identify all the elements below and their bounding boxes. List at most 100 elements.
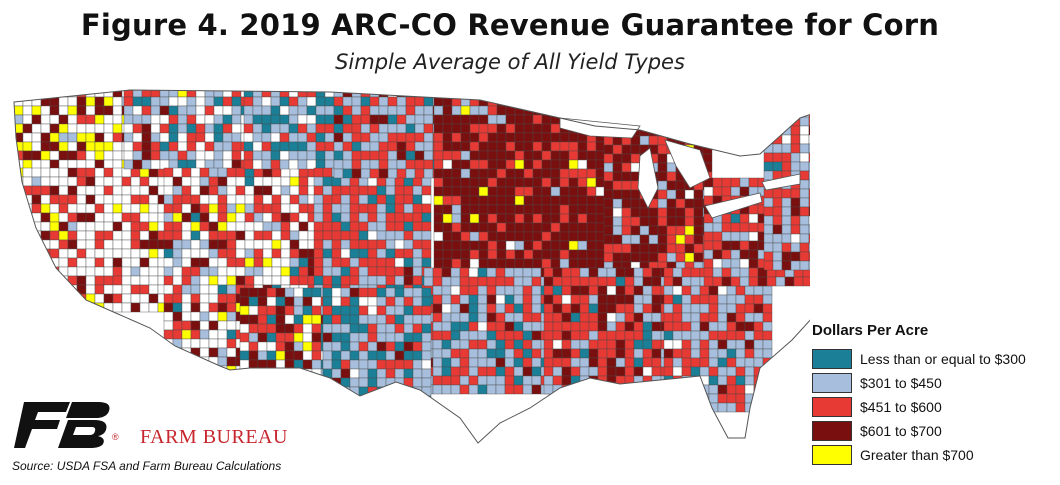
county-tile bbox=[468, 375, 479, 386]
county-tile bbox=[195, 150, 206, 161]
county-tile bbox=[394, 395, 405, 406]
county-tile bbox=[772, 134, 783, 145]
county-tile bbox=[808, 143, 810, 154]
county-tile bbox=[624, 366, 635, 377]
county-tile bbox=[239, 323, 250, 334]
county-tile bbox=[531, 285, 542, 296]
county-tile bbox=[253, 221, 264, 232]
county-tile bbox=[442, 258, 453, 269]
county-tile bbox=[217, 320, 228, 331]
county-tile bbox=[67, 275, 78, 286]
county-tile bbox=[487, 105, 498, 116]
county-tile bbox=[543, 321, 554, 332]
county-tile bbox=[433, 141, 444, 152]
county-tile bbox=[141, 141, 152, 152]
county-tile bbox=[360, 90, 371, 98]
county-tile bbox=[421, 377, 432, 388]
county-tile bbox=[469, 159, 480, 170]
county-tile bbox=[423, 276, 434, 287]
county-tile bbox=[139, 239, 150, 250]
county-tile bbox=[239, 359, 250, 370]
county-tile bbox=[717, 312, 728, 323]
county-tile bbox=[226, 230, 237, 241]
county-tile bbox=[244, 257, 255, 268]
county-tile bbox=[186, 105, 197, 116]
county-tile bbox=[22, 90, 33, 98]
county-tile bbox=[31, 284, 42, 295]
county-tile bbox=[495, 294, 506, 305]
county-tile bbox=[148, 203, 159, 214]
county-tile bbox=[40, 132, 51, 143]
county-tile bbox=[744, 339, 755, 350]
county-tile bbox=[523, 240, 534, 251]
county-tile bbox=[181, 311, 192, 322]
county-tile bbox=[298, 176, 309, 187]
county-tile bbox=[376, 275, 387, 286]
county-tile bbox=[621, 180, 632, 191]
county-tile bbox=[531, 321, 542, 332]
county-tile bbox=[495, 276, 506, 287]
county-tile bbox=[394, 185, 405, 196]
county-tile bbox=[148, 194, 159, 205]
county-tile bbox=[22, 275, 33, 286]
county-tile bbox=[378, 168, 389, 179]
county-tile bbox=[468, 267, 479, 278]
county-tile bbox=[753, 303, 764, 314]
county-tile bbox=[14, 221, 24, 232]
county-tile bbox=[651, 321, 662, 332]
county-tile bbox=[181, 257, 192, 268]
county-tile bbox=[58, 176, 69, 187]
county-tile bbox=[112, 176, 123, 187]
county-tile bbox=[208, 320, 219, 331]
county-tile bbox=[433, 132, 444, 143]
county-tile bbox=[808, 125, 810, 136]
county-tile bbox=[432, 339, 443, 350]
county-tile bbox=[208, 212, 219, 223]
county-tile bbox=[744, 294, 755, 305]
county-tile bbox=[252, 114, 263, 125]
county-tile bbox=[739, 249, 750, 260]
county-tile bbox=[85, 266, 96, 277]
county-tile bbox=[253, 212, 264, 223]
county-tile bbox=[139, 284, 150, 295]
county-tile bbox=[190, 365, 201, 376]
county-tile bbox=[243, 105, 254, 116]
county-tile bbox=[199, 230, 210, 241]
county-tile bbox=[94, 284, 105, 295]
county-tile bbox=[684, 126, 695, 137]
county-tile bbox=[298, 266, 309, 277]
county-tile bbox=[208, 284, 219, 295]
county-tile bbox=[217, 275, 228, 286]
county-tile bbox=[67, 239, 78, 250]
county-tile bbox=[459, 348, 470, 359]
county-tile bbox=[275, 368, 286, 379]
county-tile bbox=[753, 321, 764, 332]
county-tile bbox=[442, 249, 453, 260]
county-tile bbox=[94, 123, 105, 134]
county-tile bbox=[552, 375, 563, 386]
county-tile bbox=[442, 177, 453, 188]
county-tile bbox=[226, 329, 237, 340]
county-tile bbox=[412, 368, 423, 379]
county-tile bbox=[163, 185, 174, 196]
county-tile bbox=[421, 212, 432, 223]
county-tile bbox=[651, 276, 662, 287]
county-tile bbox=[421, 368, 432, 379]
county-tile bbox=[67, 141, 78, 152]
county-tile bbox=[271, 203, 282, 214]
county-tile bbox=[239, 296, 250, 307]
county-tile bbox=[690, 321, 701, 332]
county-tile bbox=[735, 402, 746, 413]
county-tile bbox=[478, 186, 489, 197]
county-tile bbox=[103, 257, 114, 268]
county-tile bbox=[262, 266, 273, 277]
county-tile bbox=[478, 123, 489, 134]
county-tile bbox=[150, 90, 161, 98]
county-tile bbox=[58, 185, 69, 196]
county-tile bbox=[630, 243, 641, 254]
county-tile bbox=[288, 96, 299, 107]
county-tile bbox=[559, 159, 570, 170]
county-tile bbox=[633, 294, 644, 305]
county-tile bbox=[708, 384, 719, 395]
county-tile bbox=[570, 366, 581, 377]
